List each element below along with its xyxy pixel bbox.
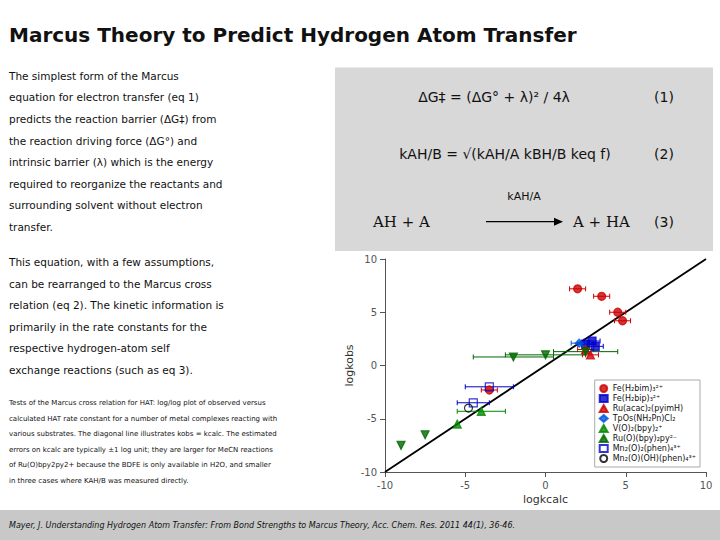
svg-text:logkcalc: logkcalc (523, 493, 568, 506)
svg-text:intrinsic barrier (λ) which is: intrinsic barrier (λ) which is the energ… (9, 156, 213, 168)
svg-text:errors on kcalc are typically: errors on kcalc are typically ±1 log uni… (9, 446, 273, 454)
svg-text:Fe(H₂bip)₃²⁺: Fe(H₂bip)₃²⁺ (613, 394, 661, 403)
svg-text:A + HA: A + HA (572, 213, 630, 231)
svg-text:Ru(acac)₂(pyimH): Ru(acac)₂(pyimH) (613, 404, 683, 413)
svg-text:10: 10 (364, 254, 377, 265)
svg-text:respective hydrogen-atom self: respective hydrogen-atom self (9, 342, 170, 354)
svg-text:0: 0 (371, 360, 377, 371)
svg-text:kAH/A: kAH/A (507, 190, 541, 203)
svg-text:Mn₂(O)₂(phen)₄³⁺: Mn₂(O)₂(phen)₄³⁺ (613, 444, 681, 453)
svg-text:10: 10 (700, 480, 713, 491)
svg-text:ΔG‡ = (ΔG° + λ)² / 4λ: ΔG‡ = (ΔG° + λ)² / 4λ (418, 89, 570, 105)
svg-text:surrounding solvent without el: surrounding solvent without electron (9, 199, 203, 211)
svg-text:relation (eq 2). The kinetic i: relation (eq 2). The kinetic information… (9, 299, 224, 311)
svg-text:calculated HAT rate constant f: calculated HAT rate constant for a numbe… (9, 415, 277, 423)
svg-text:logkobs: logkobs (343, 344, 356, 386)
svg-text:5: 5 (371, 307, 377, 318)
svg-text:TpOs(NH₂Pn)Cl₂: TpOs(NH₂Pn)Cl₂ (612, 414, 676, 423)
svg-text:-10: -10 (377, 480, 393, 491)
svg-text:predicts the reaction barrier: predicts the reaction barrier (ΔG‡) from (9, 113, 216, 125)
svg-text:exchange reactions (such as eq: exchange reactions (such as eq 3). (9, 364, 193, 376)
svg-text:required to reorganize the rea: required to reorganize the reactants and (9, 178, 223, 190)
svg-text:Mayer, J. Understanding Hydrog: Mayer, J. Understanding Hydrogen Atom Tr… (9, 521, 515, 530)
svg-text:transfer.: transfer. (9, 221, 53, 233)
svg-text:primarily in the rate constant: primarily in the rate constants for the (9, 321, 207, 333)
svg-text:(3): (3) (654, 214, 674, 230)
svg-text:in three cases where KAH/B was: in three cases where KAH/B was measured … (9, 477, 188, 485)
svg-text:Mn₂(O)(OH)(phen)₄³⁺: Mn₂(O)(OH)(phen)₄³⁺ (613, 454, 696, 463)
svg-text:various substrates. The diagon: various substrates. The diagonal line il… (9, 430, 277, 438)
svg-text:(1): (1) (654, 89, 674, 105)
svg-text:5: 5 (623, 480, 629, 491)
svg-text:(2): (2) (654, 146, 674, 162)
svg-text:of Ru(O)bpy2py2+ because the B: of Ru(O)bpy2py2+ because the BDFE is onl… (9, 461, 271, 469)
svg-text:Ru(O)(bpy)₂py²⁻: Ru(O)(bpy)₂py²⁻ (613, 434, 677, 443)
svg-text:-10: -10 (361, 467, 377, 478)
svg-text:Marcus Theory to Predict Hydro: Marcus Theory to Predict Hydrogen Atom T… (9, 23, 577, 47)
svg-text:AH + A: AH + A (372, 213, 430, 231)
svg-text:can be rearranged to the Marcu: can be rearranged to the Marcus cross (9, 278, 212, 290)
svg-text:the reaction driving force (ΔG: the reaction driving force (ΔG°) and (9, 135, 197, 147)
svg-text:Fe(H₂bim)₃²⁺: Fe(H₂bim)₃²⁺ (613, 384, 663, 393)
svg-text:V(O)₂(bpy)₂⁺: V(O)₂(bpy)₂⁺ (613, 424, 663, 433)
svg-text:Tests of the Marcus cross rela: Tests of the Marcus cross relation for H… (8, 399, 266, 407)
svg-text:0: 0 (542, 480, 548, 491)
svg-text:This equation, with a few assu: This equation, with a few assumptions, (8, 256, 214, 268)
svg-text:-5: -5 (367, 413, 377, 424)
svg-text:kAH/B = √(kAH/A kBH/B keq f): kAH/B = √(kAH/A kBH/B keq f) (399, 146, 610, 162)
svg-text:equation for electron transfer: equation for electron transfer (eq 1) (9, 91, 199, 103)
svg-text:The simplest form of the Marcu: The simplest form of the Marcus (8, 70, 179, 82)
svg-text:-5: -5 (460, 480, 470, 491)
